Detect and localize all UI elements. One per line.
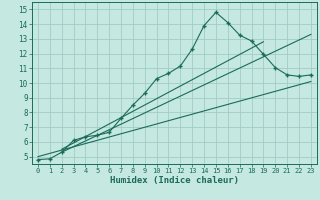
X-axis label: Humidex (Indice chaleur): Humidex (Indice chaleur) [110, 176, 239, 185]
